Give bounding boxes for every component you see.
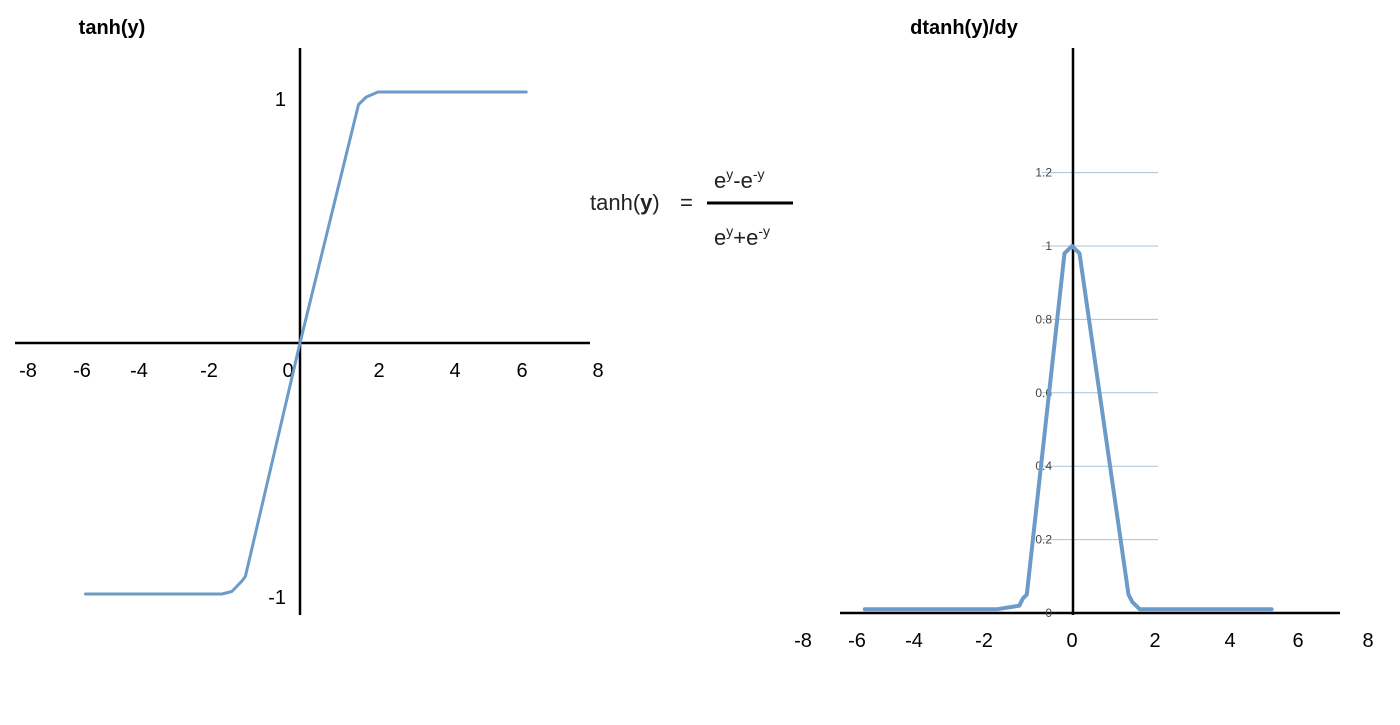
dtanh-x-tick-label: 2 bbox=[1149, 630, 1160, 652]
dtanh-chart: dtanh(y)/dy -8 -6 -4 -2 0 2 4 6 8 00.20.40.60.81… bbox=[794, 17, 1373, 652]
formula-denominator: ey+e-y bbox=[714, 223, 770, 250]
dtanh-chart-title: dtanh(y)/dy bbox=[910, 17, 1019, 39]
dtanh-x-tick-label: -8 bbox=[794, 630, 812, 652]
tanh-y-tick-label: -1 bbox=[268, 587, 286, 609]
dtanh-y-tick-label: 0 bbox=[1045, 606, 1052, 620]
tanh-x-tick-labels: -8 -6 -4 -2 0 2 4 6 8 bbox=[19, 360, 603, 382]
dtanh-y-tick-label: 0.2 bbox=[1035, 533, 1052, 547]
tanh-x-tick-label: -2 bbox=[200, 360, 218, 382]
dtanh-y-tick-label: 1.2 bbox=[1035, 166, 1052, 180]
dtanh-series bbox=[862, 244, 1274, 612]
dtanh-x-tick-label: -2 bbox=[975, 630, 993, 652]
tanh-y-tick-labels: 1 -1 bbox=[268, 89, 286, 609]
formula-lhs: tanh(y) bbox=[590, 190, 660, 215]
dtanh-x-tick-label: 4 bbox=[1224, 630, 1235, 652]
dtanh-x-tick-label: 0 bbox=[1066, 630, 1077, 652]
formula-equals: = bbox=[680, 190, 693, 215]
tanh-x-tick-label: -6 bbox=[73, 360, 91, 382]
tanh-x-tick-label: 8 bbox=[592, 360, 603, 382]
tanh-y-tick-label: 1 bbox=[275, 89, 286, 111]
dtanh-x-tick-label: 6 bbox=[1292, 630, 1303, 652]
tanh-x-tick-label: 4 bbox=[449, 360, 460, 382]
tanh-axes bbox=[15, 48, 590, 615]
tanh-chart-title: tanh(y) bbox=[79, 17, 146, 39]
dtanh-x-tick-labels: -8 -6 -4 -2 0 2 4 6 8 bbox=[794, 630, 1373, 652]
dtanh-series-line bbox=[862, 244, 1274, 612]
dtanh-axes bbox=[840, 48, 1340, 615]
tanh-series bbox=[84, 90, 528, 596]
tanh-x-tick-label: -4 bbox=[130, 360, 148, 382]
dtanh-gridlines bbox=[1042, 172, 1158, 541]
tanh-formula: tanh(y) = ey-e-y ey+e-y bbox=[590, 166, 793, 250]
tanh-x-tick-label: 6 bbox=[516, 360, 527, 382]
tanh-x-tick-label: 2 bbox=[373, 360, 384, 382]
dtanh-y-tick-label: 1 bbox=[1045, 239, 1052, 253]
dtanh-x-tick-label: -6 bbox=[848, 630, 866, 652]
tanh-chart: tanh(y) -8 -6 -4 -2 0 2 4 6 8 1 -1 bbox=[15, 17, 604, 615]
dtanh-x-tick-label: -4 bbox=[905, 630, 923, 652]
dtanh-y-tick-label: 0.8 bbox=[1035, 312, 1052, 326]
tanh-series-line bbox=[84, 90, 528, 596]
tanh-x-tick-label: 0 bbox=[282, 360, 293, 382]
dtanh-y-tick-label: 0.4 bbox=[1035, 459, 1052, 473]
formula-numerator: ey-e-y bbox=[714, 166, 764, 193]
tanh-x-tick-label: -8 bbox=[19, 360, 37, 382]
dtanh-x-tick-label: 8 bbox=[1362, 630, 1373, 652]
